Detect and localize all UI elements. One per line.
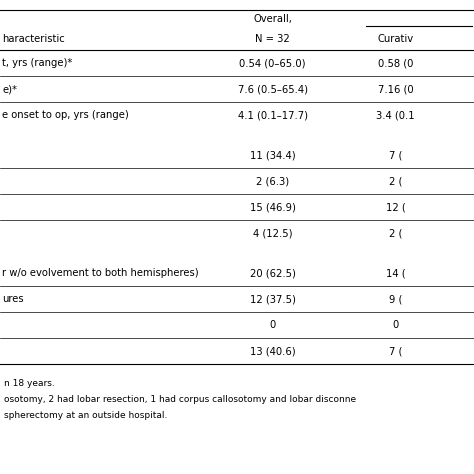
Text: spherectomy at an outside hospital.: spherectomy at an outside hospital. [4,411,168,420]
Text: 2 (: 2 ( [389,228,402,238]
Text: t, yrs (range)*: t, yrs (range)* [2,58,73,68]
Text: 4 (12.5): 4 (12.5) [253,228,292,238]
Text: N = 32: N = 32 [255,34,290,44]
Text: 14 (: 14 ( [386,268,406,278]
Text: 7 (: 7 ( [389,150,402,160]
Text: 0: 0 [269,320,276,330]
Text: Overall,: Overall, [253,14,292,24]
Text: 7 (: 7 ( [389,346,402,356]
Text: 7.16 (0: 7.16 (0 [378,84,414,94]
Text: 20 (62.5): 20 (62.5) [250,268,295,278]
Text: osotomy, 2 had lobar resection, 1 had corpus callosotomy and lobar disconne: osotomy, 2 had lobar resection, 1 had co… [4,395,356,404]
Text: 12 (37.5): 12 (37.5) [250,294,295,304]
Text: ures: ures [2,294,24,304]
Text: haracteristic: haracteristic [2,34,65,44]
Text: 15 (46.9): 15 (46.9) [250,202,295,212]
Text: 0: 0 [392,320,399,330]
Text: 13 (40.6): 13 (40.6) [250,346,295,356]
Text: e onset to op, yrs (range): e onset to op, yrs (range) [2,110,129,120]
Text: 0.54 (0–65.0): 0.54 (0–65.0) [239,58,306,68]
Text: 0.58 (0: 0.58 (0 [378,58,413,68]
Text: 7.6 (0.5–65.4): 7.6 (0.5–65.4) [237,84,308,94]
Text: r w/o evolvement to both hemispheres): r w/o evolvement to both hemispheres) [2,268,199,278]
Text: 12 (: 12 ( [386,202,406,212]
Text: 4.1 (0.1–17.7): 4.1 (0.1–17.7) [237,110,308,120]
Text: 9 (: 9 ( [389,294,402,304]
Text: e)*: e)* [2,84,18,94]
Text: 2 (: 2 ( [389,176,402,186]
Text: 3.4 (0.1: 3.4 (0.1 [376,110,415,120]
Text: n 18 years.: n 18 years. [4,380,55,389]
Text: 11 (34.4): 11 (34.4) [250,150,295,160]
Text: Curativ: Curativ [378,34,414,44]
Text: 2 (6.3): 2 (6.3) [256,176,289,186]
